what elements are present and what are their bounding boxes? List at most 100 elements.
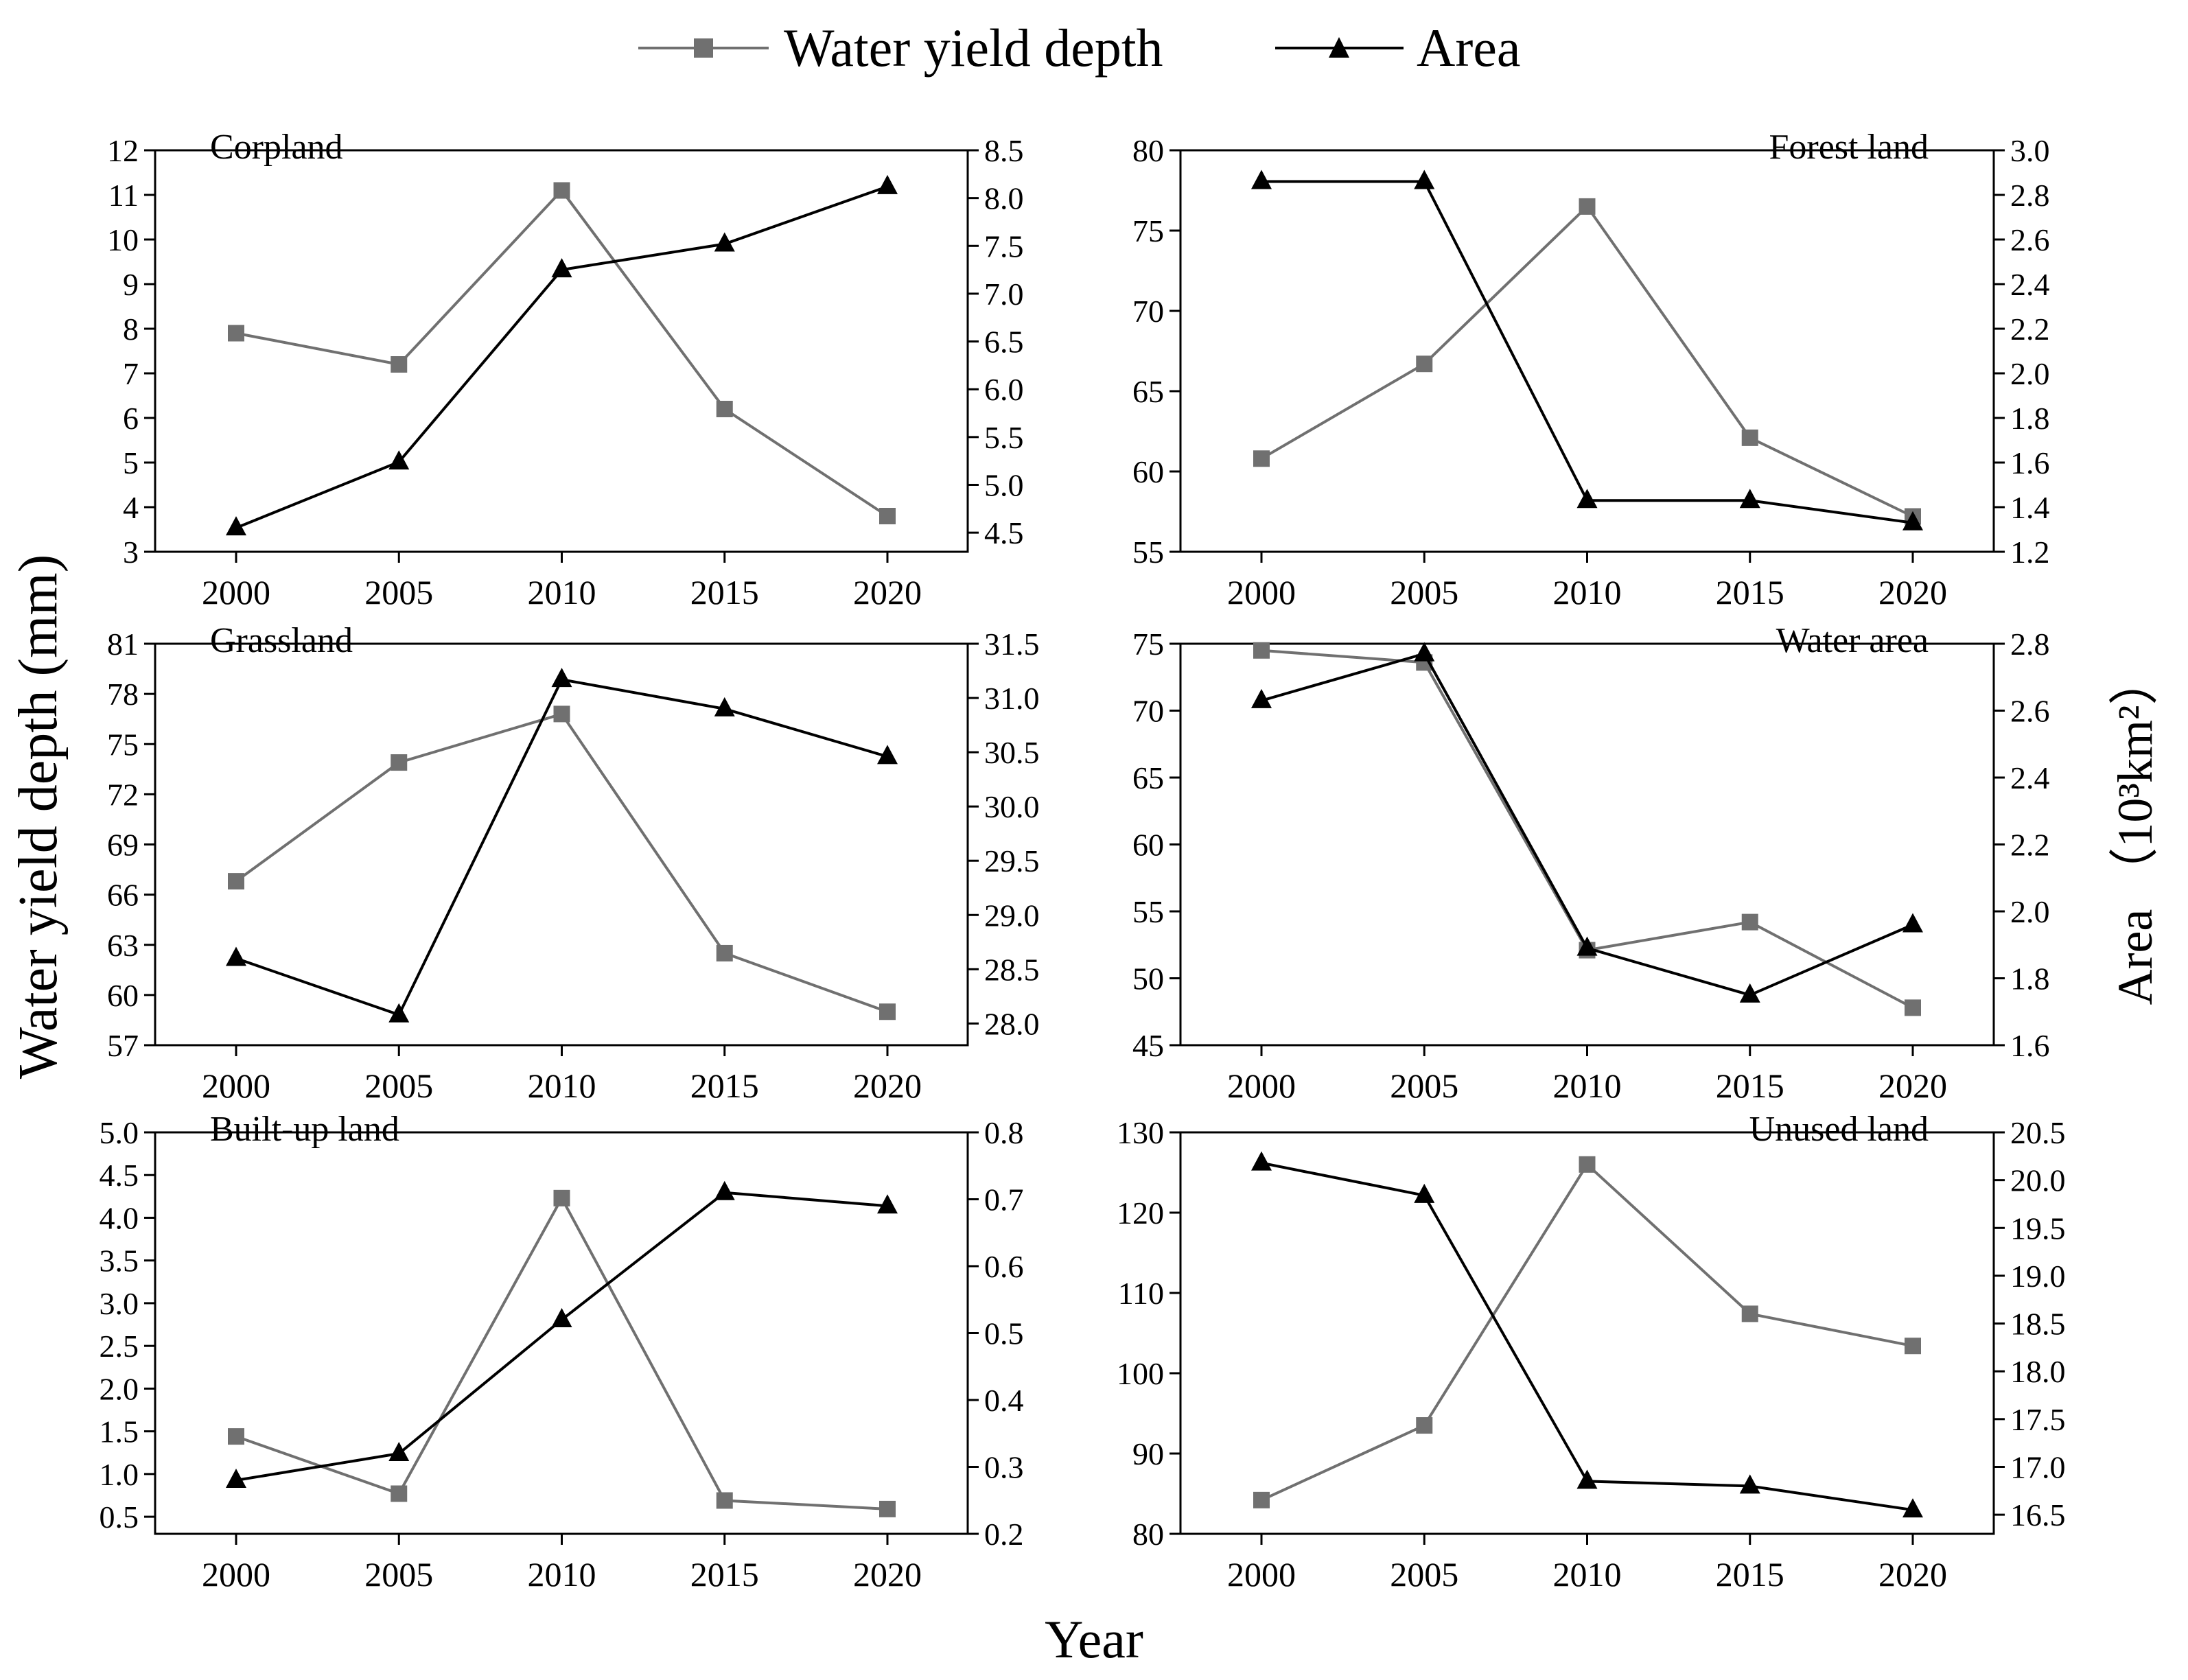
- x-tick-label: 2015: [1716, 1066, 1784, 1105]
- y-left-tick-label: 60: [1132, 828, 1164, 863]
- y-left-tick-label: 100: [1117, 1356, 1164, 1391]
- area-point-marker: [388, 1003, 410, 1023]
- legend-label-area: Area: [1417, 18, 1521, 78]
- y-right-tick-label: 2.0: [2010, 894, 2050, 929]
- water-yield-series-line: [235, 1195, 888, 1510]
- x-tick-label: 2005: [364, 573, 433, 611]
- water-yield-point-marker: [1253, 642, 1270, 659]
- y-left-tick-label: 3.5: [100, 1244, 139, 1279]
- x-tick-label: 2000: [1227, 1555, 1296, 1594]
- y-left-tick-label: 50: [1132, 961, 1164, 996]
- y-left-tick-label: 60: [1132, 454, 1164, 489]
- y-right-tick-label: 1.2: [2010, 535, 2050, 570]
- y-left-tick-label: 1.0: [100, 1457, 139, 1492]
- y-left-tick-label: 6: [123, 401, 139, 436]
- panel-title: Corpland: [210, 128, 343, 167]
- y-left-tick-label: 8: [123, 312, 139, 347]
- y-left-tick-label: 66: [107, 878, 139, 913]
- y-right-tick-label: 7.0: [984, 277, 1024, 312]
- y-left-tick-label: 65: [1132, 760, 1164, 795]
- panel-title: Grassland: [210, 621, 353, 660]
- y-left-tick-label: 4.5: [100, 1158, 139, 1193]
- y-left-tick-label: 10: [107, 222, 139, 257]
- panel-unused-land: 2000 2005 2010 2015 2020 80 90 100 110 120 130 16.5…: [1117, 1110, 2066, 1594]
- area-point-marker: [714, 232, 735, 252]
- water-yield-point-marker: [1253, 1491, 1270, 1508]
- y-left-tick-label: 70: [1132, 694, 1164, 729]
- area-point-marker: [1414, 1183, 1435, 1203]
- area-point-marker: [1902, 1498, 1923, 1518]
- y-right-tick-label: 0.6: [984, 1249, 1024, 1284]
- y-right-tick-label: 0.5: [984, 1316, 1024, 1351]
- panel-title: Unused land: [1749, 1110, 1929, 1149]
- y-right-tick-label: 28.0: [984, 1006, 1040, 1041]
- x-tick-label: 2010: [528, 1066, 596, 1105]
- y-left-tick-label: 2.5: [100, 1329, 139, 1364]
- y-right-tick-label: 6.0: [984, 372, 1024, 407]
- y-right-tick-label: 1.4: [2010, 490, 2050, 525]
- y-left-tick-label: 81: [107, 627, 139, 662]
- y-right-tick-label: 0.2: [984, 1517, 1024, 1552]
- legend-marker-triangle: [1329, 37, 1349, 58]
- y-right-tick-label: 0.3: [984, 1450, 1024, 1485]
- area-point-marker: [551, 668, 572, 688]
- x-tick-label: 2020: [1878, 573, 1947, 611]
- y-right-tick-label: 17.5: [2010, 1402, 2066, 1437]
- x-tick-label: 2010: [1553, 1555, 1622, 1594]
- water-yield-point-marker: [553, 182, 570, 199]
- y-right-tick-label: 2.6: [2010, 222, 2050, 257]
- water-yield-point-marker: [879, 508, 896, 524]
- x-tick-label: 2010: [528, 573, 596, 611]
- y-right-tick-label: 19.5: [2010, 1211, 2066, 1246]
- water-yield-point-marker: [1741, 429, 1758, 446]
- area-point-marker: [877, 1194, 898, 1214]
- y-left-tick-label: 80: [1132, 133, 1164, 168]
- panel-grassland: 2000 2005 2010 2015 2020 57 60 63 66 69 72 75 78 81 28…: [107, 621, 1040, 1105]
- y-left-tick-label: 2.0: [100, 1371, 139, 1406]
- y-right-tick-label: 8.5: [984, 133, 1024, 168]
- y-right-tick-label: 20.5: [2010, 1115, 2066, 1150]
- x-tick-label: 2015: [1716, 1555, 1784, 1594]
- water-yield-point-marker: [1905, 1338, 1921, 1355]
- x-tick-label: 2015: [690, 1555, 759, 1594]
- y-right-tick-label: 16.5: [2010, 1497, 2066, 1532]
- y-right-tick-label: 2.2: [2010, 312, 2050, 347]
- y-right-tick-label: 18.5: [2010, 1307, 2066, 1342]
- water-yield-point-marker: [1253, 450, 1270, 467]
- x-tick-label: 2005: [1390, 1555, 1458, 1594]
- y-right-tick-label: 17.0: [2010, 1450, 2066, 1485]
- water-yield-point-marker: [1579, 1156, 1596, 1173]
- water-yield-point-marker: [1416, 1417, 1433, 1434]
- y-left-tick-label: 78: [107, 677, 139, 712]
- x-tick-label: 2020: [1878, 1066, 1947, 1105]
- water-yield-point-marker: [716, 944, 733, 961]
- plot-frame: [154, 642, 969, 1047]
- y-left-tick-label: 1.5: [100, 1414, 139, 1449]
- water-yield-point-marker: [1579, 198, 1596, 215]
- x-tick-label: 2020: [853, 1555, 922, 1594]
- y-right-tick-label: 1.6: [2010, 445, 2050, 480]
- y-right-tick-label: 2.4: [2010, 760, 2050, 795]
- y-right-tick-label: 3.0: [2010, 133, 2050, 168]
- x-tick-label: 2020: [1878, 1555, 1947, 1594]
- y-right-tick-label: 5.0: [984, 468, 1024, 503]
- y-left-tick-label: 70: [1132, 294, 1164, 329]
- x-tick-label: 2015: [690, 573, 759, 611]
- area-point-marker: [1251, 170, 1272, 189]
- x-tick-label: 2005: [364, 1066, 433, 1105]
- y-right-tick-label: 0.8: [984, 1115, 1024, 1150]
- x-tick-label: 2010: [528, 1555, 596, 1594]
- area-point-marker: [1739, 489, 1760, 509]
- y-left-tick-label: 65: [1132, 374, 1164, 409]
- area-point-marker: [1251, 688, 1272, 708]
- x-tick-label: 2000: [202, 573, 270, 611]
- area-series-line: [1261, 180, 1913, 524]
- water-yield-point-marker: [716, 401, 733, 417]
- x-tick-label: 2010: [1553, 573, 1622, 611]
- y-left-tick-label: 9: [123, 267, 139, 302]
- legend: Water yield depth Area: [638, 18, 1521, 78]
- y-left-tick-label: 3.0: [100, 1286, 139, 1321]
- y-left-tick-label: 3: [123, 535, 139, 570]
